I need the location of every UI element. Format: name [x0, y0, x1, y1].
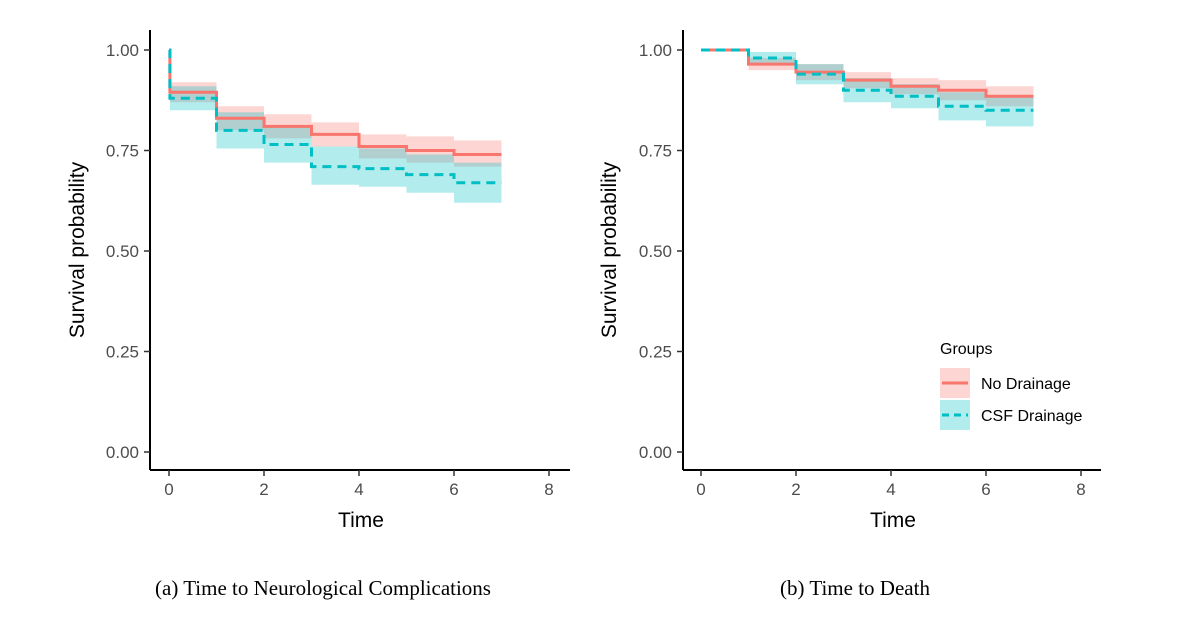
- legend-title: Groups: [940, 341, 992, 358]
- km-line-no-drainage: [701, 48, 1034, 98]
- y-tick-label: 0.25: [106, 343, 139, 362]
- panel-a: 0.00 0.25 0.50 0.75 1.00 0 2 4 6 8 Time Survival pr…: [66, 30, 570, 600]
- chart-caption: (b) Time to Death: [780, 576, 930, 600]
- legend-label: No Drainage: [981, 376, 1071, 393]
- ci-band-no-drainage: [169, 50, 502, 167]
- x-tick-label: 0: [696, 480, 705, 499]
- y-tick-label: 0.50: [639, 242, 672, 261]
- legend: Groups No Drainage CSF Drainage: [940, 341, 1082, 430]
- y-tick-label: 0.75: [639, 142, 672, 161]
- y-tick-label: 1.00: [106, 41, 139, 60]
- panel-b: 0.00 0.25 0.50 0.75 1.00 0 2 4 6 8 Time Survival pr…: [598, 30, 1101, 600]
- y-axis-title: Survival probability: [598, 161, 621, 338]
- x-tick-label: 4: [354, 480, 363, 499]
- x-tick-label: 8: [544, 480, 553, 499]
- y-tick-label: 0.75: [106, 142, 139, 161]
- x-tick-label: 2: [259, 480, 268, 499]
- km-line-csf-drainage: [701, 48, 1034, 112]
- x-tick-label: 8: [1076, 480, 1085, 499]
- legend-label: CSF Drainage: [981, 408, 1082, 425]
- km-line-no-drainage: [168, 48, 502, 156]
- y-tick-label: 1.00: [639, 41, 672, 60]
- x-tick-label: 0: [164, 480, 173, 499]
- x-tick-label: 6: [981, 480, 990, 499]
- x-tick-label: 4: [886, 480, 895, 499]
- x-axis-title: Time: [870, 509, 916, 532]
- y-axis-title: Survival probability: [66, 161, 89, 338]
- y-tick-label: 0.25: [639, 343, 672, 362]
- y-tick-label: 0.00: [106, 443, 139, 462]
- x-tick-label: 6: [449, 480, 458, 499]
- chart-caption: (a) Time to Neurological Complications: [155, 576, 491, 600]
- x-axis-title: Time: [338, 509, 384, 532]
- y-tick-label: 0.50: [106, 242, 139, 261]
- x-tick-label: 2: [791, 480, 800, 499]
- ci-band-csf-drainage: [169, 50, 502, 203]
- y-tick-label: 0.00: [639, 443, 672, 462]
- km-line-csf-drainage: [168, 48, 502, 185]
